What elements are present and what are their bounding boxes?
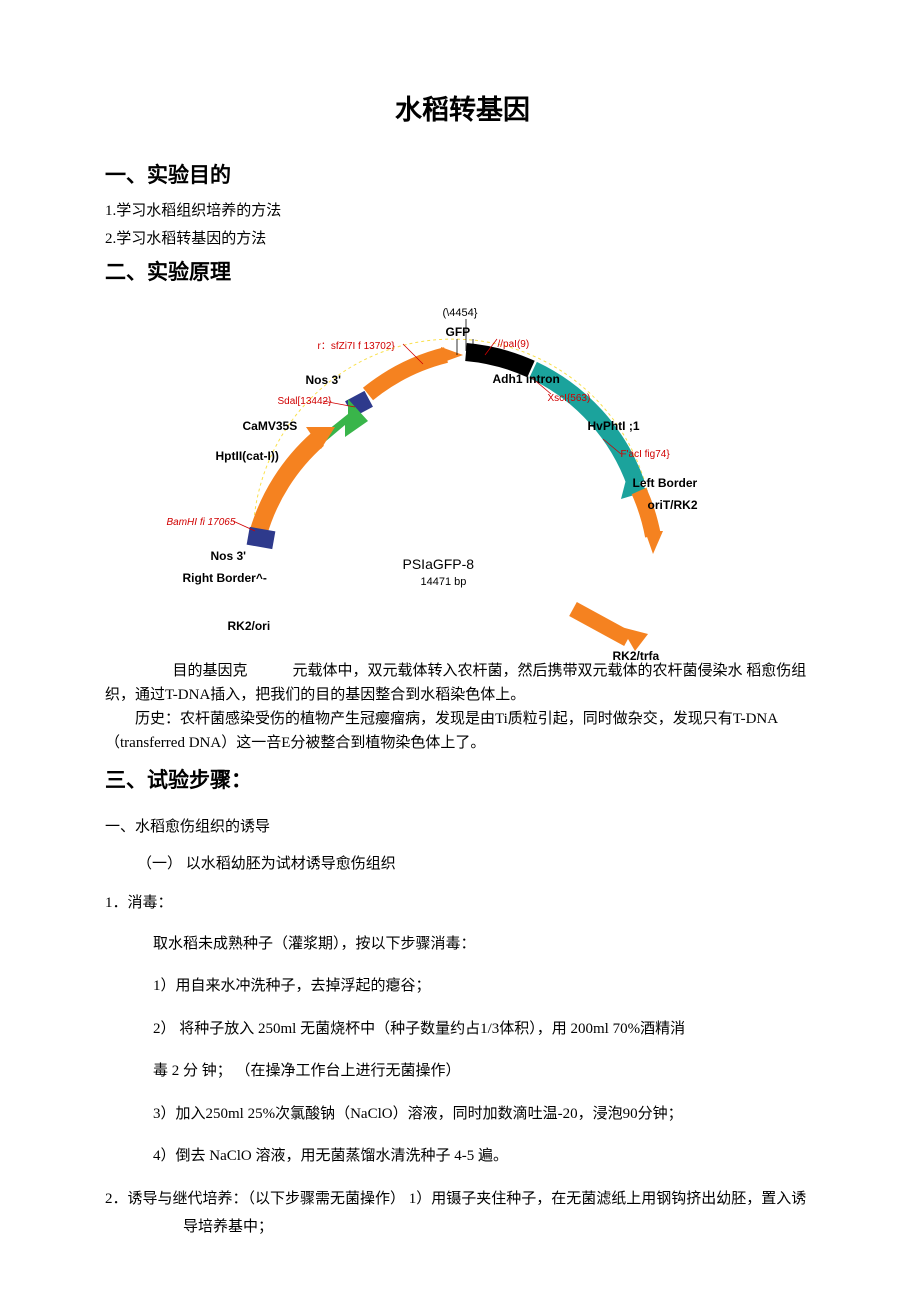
sec3-sub1: 一、水稻愈伤组织的诱导	[105, 816, 820, 839]
sec1-item-2: 2.学习水稻转基因的方法	[105, 228, 820, 251]
step1-3: 3）加入250ml 25%次氯酸钠（NaClO）溶液，同时加数滴吐温-20，浸泡…	[153, 1100, 820, 1129]
plasmid-name: PSIaGFP-8	[403, 554, 475, 576]
rk2trfa-label: RK2/trfa	[613, 647, 660, 666]
site-bamhi: BamHI fi 17065	[167, 515, 236, 531]
sec2-para2: 历史：农杆菌感染受伤的植物产生冠瘿瘤病，发现是由Ti质粒引起，同时做杂交，发现只…	[105, 707, 820, 755]
step2: 2．诱导与继代培养：（以下步骤需无菌操作） 1）用镊子夹住种子，在无菌滤纸上用钢…	[105, 1185, 820, 1242]
nos3-bottom-label: Nos 3'	[211, 547, 247, 566]
sec2-para1-lead: 目的基因克	[173, 663, 248, 679]
rk2ori-label: RK2/ori	[228, 617, 271, 636]
left-border-label: Left Border	[633, 474, 698, 493]
section-3-heading: 三、试验步骤：	[105, 765, 820, 798]
step1-2: 2） 将种子放入 250ml 无菌烧杯中（种子数量约占1/3体积），用 200m…	[153, 1015, 820, 1044]
adh1-label: Adh1 intron	[493, 370, 560, 389]
step1-2b: 毒 2 分 钟； （在操净工作台上进行无菌操作）	[153, 1057, 820, 1086]
step1-intro: 取水稻未成熟种子（灌浆期），按以下步骤消毒：	[153, 930, 820, 959]
site-faci: F'acI fig74}	[621, 447, 670, 463]
site-xsci: XscI{563)	[548, 391, 591, 407]
step1-heading: 1．消毒：	[105, 892, 820, 915]
gfp-label: GFP	[446, 323, 471, 342]
step1-1: 1）用自来水冲洗种子，去掉浮起的瘪谷；	[153, 972, 820, 1001]
sec2-para1: 目的基因克元载体中，双元载体转入农杆菌，然后携带双元载体的农杆菌侵染水 稻愈伤组…	[105, 659, 820, 707]
section-2-heading: 二、实验原理	[105, 257, 820, 290]
plasmid-bp: 14471 bp	[421, 574, 467, 591]
site-r1: r：sfZi7I f 13702}	[318, 339, 395, 355]
step1-4: 4）倒去 NaClO 溶液，用无菌蒸馏水清洗种子 4-5 遍。	[153, 1142, 820, 1171]
site-pal: //paI(9)	[498, 337, 530, 353]
right-border-label: Right Border^-	[183, 569, 267, 588]
plasmid-diagram: (\4454} GFP r：sfZi7I f 13702} Nos 3' Sda…	[173, 299, 753, 659]
site-sdai: Sdal[13442}	[278, 394, 332, 410]
hvphtl-label: HvPhtI ;1	[588, 417, 640, 436]
sec3-sub1-1: （一） 以水稻幼胚为试材诱导愈伤组织	[137, 853, 820, 876]
nos3-left-label: Nos 3'	[306, 371, 342, 390]
plasmid-top-label: (\4454}	[443, 305, 478, 322]
hptii-label: HptII(cat-I))	[216, 447, 279, 466]
sec1-item-1: 1.学习水稻组织培养的方法	[105, 200, 820, 223]
section-1-heading: 一、实验目的	[105, 160, 820, 193]
camv-label: CaMV35S	[243, 417, 298, 436]
oritrk2-label: oriT/RK2	[648, 496, 698, 515]
page-title: 水稻转基因	[105, 90, 820, 132]
